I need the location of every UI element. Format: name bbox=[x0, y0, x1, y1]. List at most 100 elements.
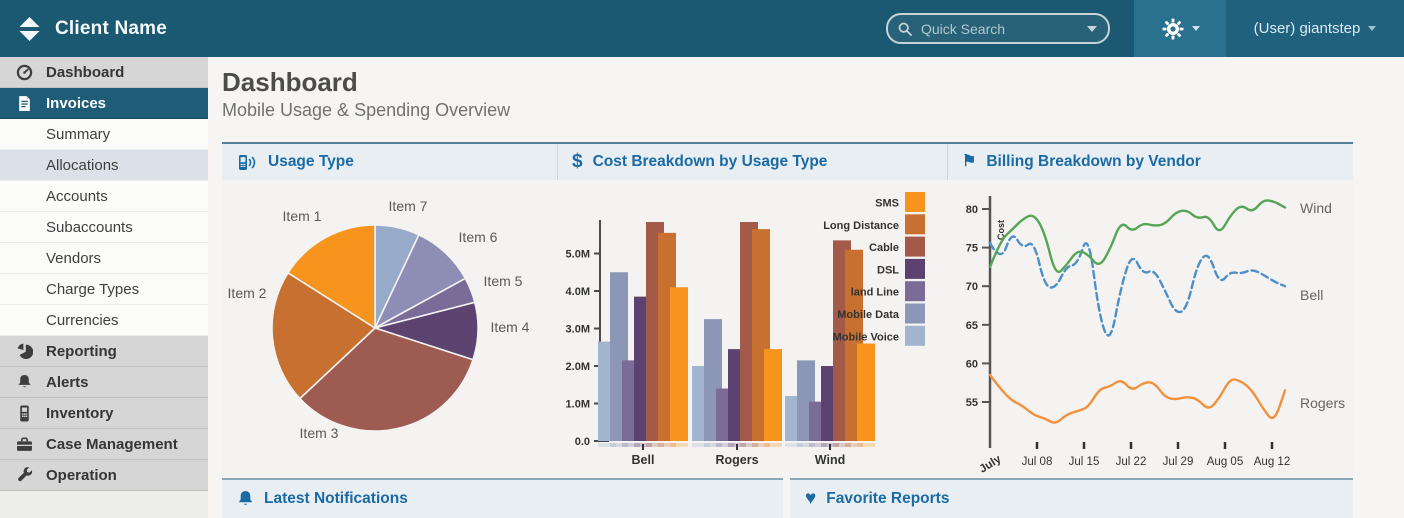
panel-header-latest-notifications: Latest Notifications bbox=[222, 478, 783, 518]
sidebar-item-label: Case Management bbox=[46, 435, 178, 453]
svg-text:Jul 08: Jul 08 bbox=[1022, 456, 1053, 468]
panel-title: Latest Notifications bbox=[264, 490, 408, 507]
sidebar-item-label: Alerts bbox=[46, 373, 89, 391]
sidebar-item-charge-types[interactable]: Charge Types bbox=[0, 274, 208, 305]
svg-text:Bell: Bell bbox=[632, 453, 655, 467]
gear-icon bbox=[1161, 17, 1185, 41]
svg-text:Wind: Wind bbox=[815, 453, 845, 467]
sidebar-item-label: Accounts bbox=[46, 187, 108, 205]
user-label: (User) giantstep bbox=[1253, 20, 1361, 37]
heart-icon: ♥ bbox=[805, 488, 817, 509]
sidebar-item-label: Charge Types bbox=[46, 280, 140, 298]
sidebar-item-alerts[interactable]: Alerts bbox=[0, 367, 208, 398]
caret-down-icon bbox=[1368, 26, 1377, 31]
brand-title: Client Name bbox=[55, 17, 168, 39]
svg-text:Item 4: Item 4 bbox=[491, 319, 530, 335]
mobile-icon bbox=[16, 405, 33, 422]
mobile-signal-icon bbox=[236, 153, 258, 172]
svg-text:80: 80 bbox=[966, 204, 978, 216]
svg-text:Mobile Voice: Mobile Voice bbox=[833, 331, 899, 343]
svg-text:Rogers: Rogers bbox=[1300, 395, 1345, 411]
svg-text:Item 7: Item 7 bbox=[389, 198, 428, 214]
sidebar-item-label: Invoices bbox=[46, 94, 107, 112]
sidebar-item-label: Allocations bbox=[46, 156, 119, 174]
svg-text:Rogers: Rogers bbox=[715, 453, 758, 467]
sidebar-item-currencies[interactable]: Currencies bbox=[0, 305, 208, 336]
sidebar-item-summary[interactable]: Summary bbox=[0, 119, 208, 150]
sidebar-item-label: Summary bbox=[46, 125, 111, 143]
svg-text:Jul 15: Jul 15 bbox=[1069, 456, 1100, 468]
svg-text:Mobile Data: Mobile Data bbox=[837, 309, 900, 321]
sidebar-item-case-management[interactable]: Case Management bbox=[0, 429, 208, 460]
svg-text:Item 5: Item 5 bbox=[484, 273, 523, 289]
sidebar-item-operation[interactable]: Operation bbox=[0, 460, 208, 491]
sidebar-item-label: Operation bbox=[46, 466, 117, 484]
panel-title: Favorite Reports bbox=[826, 490, 950, 507]
sidebar-item-label: Dashboard bbox=[46, 63, 125, 81]
sidebar-item-label: Subaccounts bbox=[46, 218, 133, 236]
search-input[interactable] bbox=[919, 19, 1082, 38]
svg-text:65: 65 bbox=[966, 320, 978, 332]
bell-icon bbox=[237, 490, 254, 508]
gauge-icon bbox=[16, 64, 33, 81]
svg-text:60: 60 bbox=[966, 358, 978, 370]
flag-icon: ⚑ bbox=[962, 153, 977, 170]
svg-text:Item 6: Item 6 bbox=[459, 229, 498, 245]
sidebar-item-allocations[interactable]: Allocations bbox=[0, 150, 208, 181]
briefcase-icon bbox=[16, 436, 33, 453]
svg-text:Bell: Bell bbox=[1300, 287, 1323, 303]
svg-text:55: 55 bbox=[966, 397, 978, 409]
sidebar-item-vendors[interactable]: Vendors bbox=[0, 243, 208, 274]
svg-text:Cost: Cost bbox=[996, 220, 1006, 240]
svg-text:2.0M: 2.0M bbox=[566, 361, 590, 373]
svg-text:75: 75 bbox=[966, 243, 978, 255]
quick-search[interactable] bbox=[886, 13, 1110, 44]
svg-text:4.0M: 4.0M bbox=[566, 286, 590, 298]
pie-icon bbox=[16, 343, 33, 360]
sidebar-item-label: Vendors bbox=[46, 249, 102, 267]
main-content: Dashboard Mobile Usage & Spending Overvi… bbox=[208, 57, 1404, 518]
svg-text:Jul 22: Jul 22 bbox=[1116, 456, 1147, 468]
sidebar: Dashboard Invoices Summary Allocations A… bbox=[0, 57, 208, 518]
bell-icon bbox=[16, 374, 33, 391]
sidebar-item-inventory[interactable]: Inventory bbox=[0, 398, 208, 429]
dollar-icon: $ bbox=[572, 151, 583, 172]
panel-header-favorite-reports: ♥ Favorite Reports bbox=[790, 478, 1353, 518]
logo-diamond-icon bbox=[16, 16, 43, 42]
svg-text:Item 1: Item 1 bbox=[283, 208, 322, 224]
panel-title: Billing Breakdown by Vendor bbox=[986, 153, 1201, 170]
page-title: Dashboard bbox=[222, 67, 358, 97]
caret-down-icon bbox=[1191, 26, 1200, 31]
settings-menu-button[interactable] bbox=[1134, 0, 1226, 57]
invoice-icon bbox=[16, 95, 33, 112]
search-caret-icon[interactable] bbox=[1087, 26, 1097, 32]
panel-title: Cost Breakdown by Usage Type bbox=[592, 153, 828, 170]
charts-canvas: Item 7 Item 6 Item 5 Item 4 Item 3 Item 2 Item… bbox=[228, 192, 1345, 476]
sidebar-item-label: Currencies bbox=[46, 311, 119, 329]
sidebar-item-reporting[interactable]: Reporting bbox=[0, 336, 208, 367]
charts-area: Item 7 Item 6 Item 5 Item 4 Item 3 Item 2 Item… bbox=[222, 180, 1353, 478]
chart-panel-headers: Usage Type $ Cost Breakdown by Usage Typ… bbox=[222, 142, 1353, 180]
svg-text:DSL: DSL bbox=[877, 264, 899, 276]
svg-text:Item 2: Item 2 bbox=[228, 285, 267, 301]
svg-text:0.0: 0.0 bbox=[575, 436, 590, 448]
svg-text:July: July bbox=[977, 453, 1003, 476]
svg-text:Item 3: Item 3 bbox=[300, 425, 339, 441]
svg-text:3.0M: 3.0M bbox=[566, 324, 590, 336]
sidebar-item-dashboard[interactable]: Dashboard bbox=[0, 57, 208, 88]
svg-text:Jul 29: Jul 29 bbox=[1163, 456, 1194, 468]
sidebar-filler bbox=[0, 491, 208, 518]
svg-text:Long Distance: Long Distance bbox=[823, 220, 899, 232]
svg-text:70: 70 bbox=[966, 281, 978, 293]
sidebar-item-invoices[interactable]: Invoices bbox=[0, 88, 208, 119]
panel-header-usage-type: Usage Type bbox=[222, 144, 558, 180]
user-menu-button[interactable]: (User) giantstep bbox=[1226, 0, 1404, 57]
page-subtitle: Mobile Usage & Spending Overview bbox=[222, 100, 511, 120]
sidebar-item-label: Inventory bbox=[46, 404, 114, 422]
sidebar-item-subaccounts[interactable]: Subaccounts bbox=[0, 212, 208, 243]
svg-text:Aug 12: Aug 12 bbox=[1254, 456, 1290, 468]
svg-text:SMS: SMS bbox=[875, 198, 899, 210]
svg-text:Wind: Wind bbox=[1300, 200, 1332, 216]
sidebar-item-accounts[interactable]: Accounts bbox=[0, 181, 208, 212]
svg-text:5.0M: 5.0M bbox=[566, 249, 590, 261]
